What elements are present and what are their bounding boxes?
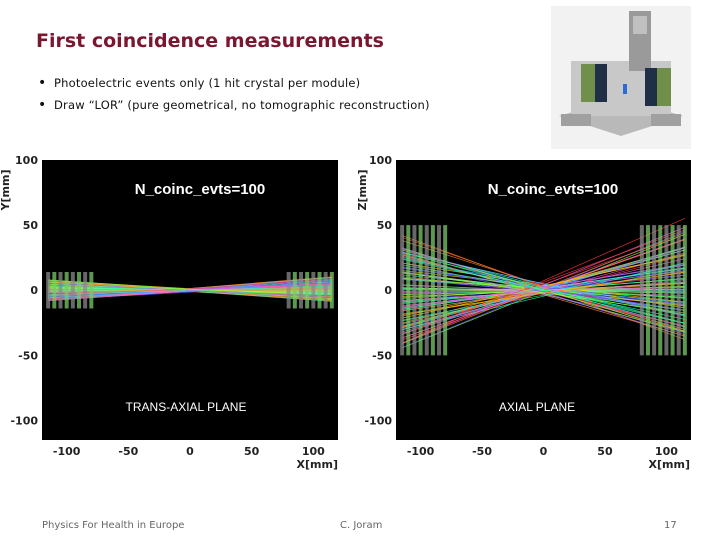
detector-strip xyxy=(418,225,423,356)
detector-strip xyxy=(682,225,687,356)
plane-label: AXIAL PLANE xyxy=(499,400,575,414)
detector-strip xyxy=(430,225,435,356)
x-tick-label: 100 xyxy=(302,445,325,458)
x-tick-label: 50 xyxy=(597,445,613,458)
bullet-item: • Photoelectric events only (1 hit crysta… xyxy=(38,72,430,94)
detector-strip xyxy=(412,225,417,356)
detector-strip xyxy=(286,272,291,309)
plane-label: TRANS-AXIAL PLANE xyxy=(126,400,247,414)
lor-line xyxy=(48,282,332,298)
y-tick-label: -100 xyxy=(364,414,392,427)
lor-line xyxy=(402,272,685,314)
detector-strip xyxy=(652,225,657,356)
x-axis-label: X[mm] xyxy=(649,458,690,471)
event-count-annotation: N_coinc_evts=100 xyxy=(135,181,266,198)
detector-strip xyxy=(676,225,681,356)
lor-line xyxy=(402,229,685,335)
detector-strip xyxy=(317,272,322,309)
detector-strip xyxy=(670,225,675,356)
footer-author: C. Joram xyxy=(340,520,383,531)
event-count-annotation: N_coinc_evts=100 xyxy=(488,181,619,198)
lor-line xyxy=(402,255,685,317)
detector-strip xyxy=(645,225,650,356)
bullet-dot: • xyxy=(38,97,47,113)
x-tick-label: -100 xyxy=(53,445,81,458)
x-tick-label: -50 xyxy=(472,445,492,458)
detector-strip xyxy=(443,225,448,356)
y-tick-label: 0 xyxy=(30,284,38,297)
lor-line xyxy=(402,252,685,316)
detector-strip xyxy=(400,225,405,356)
y-tick-label: -50 xyxy=(372,349,392,362)
y-tick-label: 0 xyxy=(384,284,392,297)
detector-strip xyxy=(639,225,644,356)
detector-strip xyxy=(305,272,310,309)
lor-line xyxy=(402,264,685,316)
lor-line xyxy=(402,247,685,337)
lor-line xyxy=(402,282,685,301)
detector-strip xyxy=(70,272,75,309)
lor-line xyxy=(402,270,685,307)
detector-strip xyxy=(664,225,669,356)
detector-strip xyxy=(89,272,94,309)
lor-line xyxy=(402,264,685,309)
detector-strip xyxy=(292,272,297,309)
detector-setup-image xyxy=(551,6,691,149)
bullet-text: Photoelectric events only (1 hit crystal… xyxy=(54,76,361,90)
detector-strip xyxy=(52,272,57,309)
axial-plot: Z[mm] N_coinc_evts=100 AXIAL PLANE -100 -… xyxy=(357,154,691,471)
detector-strip xyxy=(83,272,88,309)
detector-strip xyxy=(64,272,69,309)
lor-line xyxy=(402,226,685,344)
x-axis-label: X[mm] xyxy=(297,458,338,471)
y-tick-label: 100 xyxy=(15,154,38,167)
lor-line xyxy=(402,257,685,324)
bullet-list: • Photoelectric events only (1 hit crysta… xyxy=(38,72,430,116)
bullet-text: Draw “LOR” (pure geometrical, no tomogra… xyxy=(54,98,430,112)
detector-strip xyxy=(406,225,411,356)
bullet-item: • Draw “LOR” (pure geometrical, no tomogr… xyxy=(38,94,430,116)
lor-line xyxy=(402,218,685,344)
detector-strip xyxy=(329,272,334,309)
y-axis-label: Z[mm] xyxy=(357,170,369,211)
lor-line xyxy=(402,252,685,324)
detector-strip xyxy=(46,272,51,309)
slide-title: First coincidence measurements xyxy=(36,30,384,52)
detector-strip xyxy=(424,225,429,356)
detector-strip xyxy=(299,272,303,309)
trans-axial-plot: Y[mm] N_coinc_evts=100 TRANS-AXIAL PLANE… xyxy=(0,154,338,471)
detector-strip xyxy=(658,225,663,356)
footer-organization: Physics For Health in Europe xyxy=(42,520,185,531)
lor-line xyxy=(402,235,685,340)
y-tick-label: 50 xyxy=(23,219,39,232)
detector-strip xyxy=(58,272,63,309)
lor-line xyxy=(48,284,332,295)
detector-strip xyxy=(323,272,328,309)
y-tick-label: 50 xyxy=(377,219,393,232)
lor-line xyxy=(402,271,685,316)
detector-strip xyxy=(311,272,316,309)
y-axis-label: Y[mm] xyxy=(0,170,12,212)
detector-strip xyxy=(77,272,81,309)
x-tick-label: 100 xyxy=(655,445,678,458)
y-tick-label: 100 xyxy=(369,154,392,167)
y-tick-label: -50 xyxy=(18,349,38,362)
page-number: 17 xyxy=(664,520,677,531)
x-tick-label: 0 xyxy=(540,445,548,458)
x-tick-label: 50 xyxy=(244,445,260,458)
bullet-dot: • xyxy=(38,75,47,91)
x-tick-label: -50 xyxy=(118,445,138,458)
x-tick-label: 0 xyxy=(186,445,194,458)
detector-strip xyxy=(437,225,442,356)
y-tick-label: -100 xyxy=(10,414,38,427)
x-tick-label: -100 xyxy=(407,445,435,458)
lor-line xyxy=(402,258,685,320)
